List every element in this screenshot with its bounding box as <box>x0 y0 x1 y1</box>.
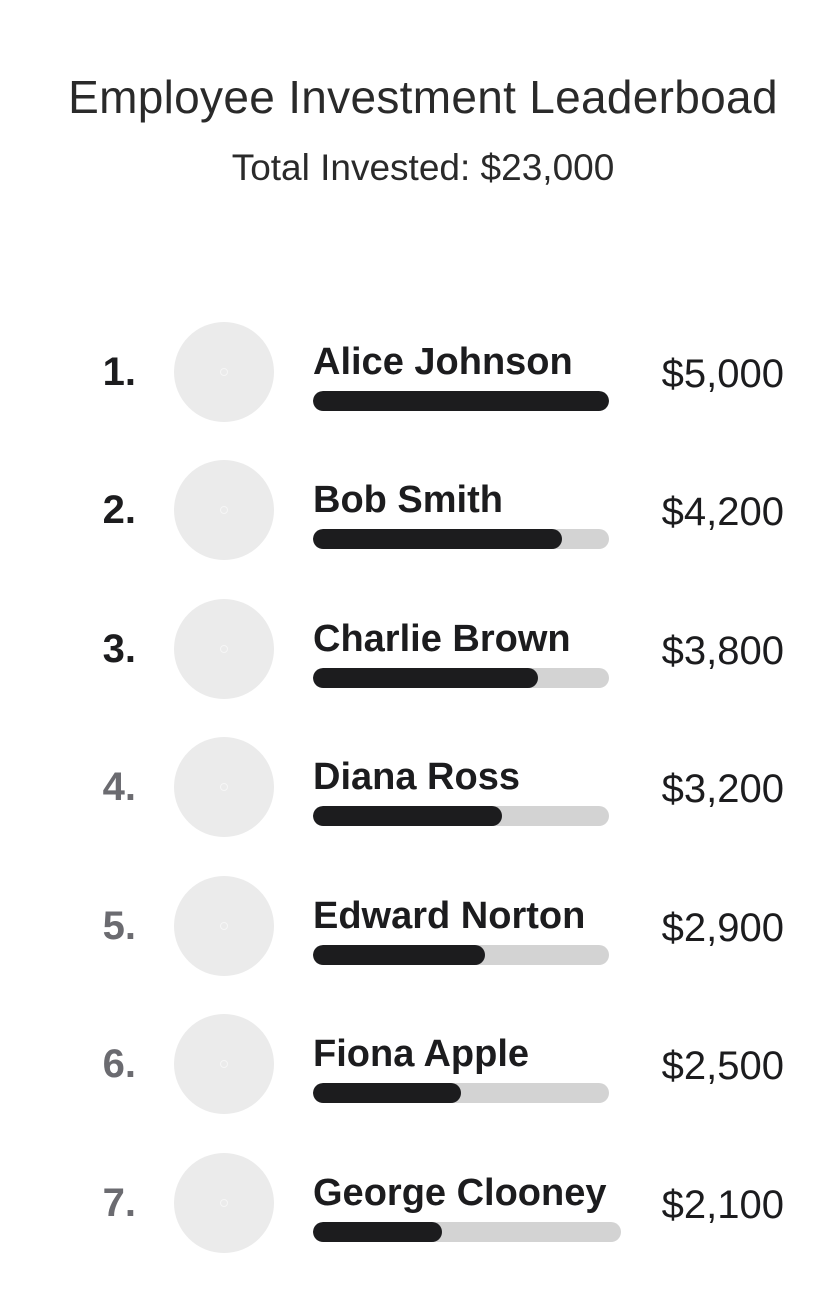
employee-name: Edward Norton <box>313 895 586 937</box>
leaderboard-row: 1. Alice Johnson $5,000 <box>0 322 840 442</box>
avatar <box>174 322 274 422</box>
avatar <box>174 599 274 699</box>
investment-progress-fill <box>313 806 502 826</box>
investment-amount: $5,000 <box>661 352 784 396</box>
avatar-placeholder-icon <box>220 1199 228 1207</box>
rank-number: 4. <box>102 765 136 809</box>
avatar <box>174 737 274 837</box>
employee-name: George Clooney <box>313 1172 607 1214</box>
leaderboard-row: 5. Edward Norton $2,900 <box>0 876 840 996</box>
avatar <box>174 1014 274 1114</box>
investment-progress-fill <box>313 529 562 549</box>
leaderboard-row: 4. Diana Ross $3,200 <box>0 737 840 857</box>
avatar <box>174 876 274 976</box>
investment-amount: $3,200 <box>661 767 784 811</box>
avatar-placeholder-icon <box>220 506 228 514</box>
avatar <box>174 1153 274 1253</box>
leaderboard-row: 3. Charlie Brown $3,800 <box>0 599 840 719</box>
investment-amount: $4,200 <box>661 490 784 534</box>
employee-name: Fiona Apple <box>313 1033 530 1075</box>
investment-amount: $3,800 <box>661 629 784 673</box>
investment-amount: $2,500 <box>661 1044 784 1088</box>
avatar-placeholder-icon <box>220 368 228 376</box>
employee-name: Charlie Brown <box>313 618 571 660</box>
leaderboard-row: 7. George Clooney $2,100 <box>0 1153 840 1273</box>
investment-progress-fill <box>313 945 485 965</box>
page-title: Employee Investment Leaderboad <box>68 71 778 123</box>
total-invested-label: Total Invested: $23,000 <box>231 147 615 188</box>
employee-name: Diana Ross <box>313 756 520 798</box>
avatar <box>174 460 274 560</box>
rank-number: 6. <box>102 1042 136 1086</box>
rank-number: 7. <box>102 1181 136 1225</box>
investment-progress-track <box>313 1083 609 1103</box>
investment-progress-track <box>313 1222 621 1242</box>
investment-progress-track <box>313 668 609 688</box>
avatar-placeholder-icon <box>220 922 228 930</box>
rank-number: 1. <box>102 350 136 394</box>
investment-amount: $2,900 <box>661 906 784 950</box>
investment-progress-track <box>313 391 609 411</box>
investment-progress-fill <box>313 1083 461 1103</box>
investment-progress-fill <box>313 1222 442 1242</box>
leaderboard-row: 6. Fiona Apple $2,500 <box>0 1014 840 1134</box>
rank-number: 2. <box>102 488 136 532</box>
investment-progress-track <box>313 945 609 965</box>
avatar-placeholder-icon <box>220 783 228 791</box>
investment-progress-track <box>313 806 609 826</box>
avatar-placeholder-icon <box>220 645 228 653</box>
investment-progress-fill <box>313 391 609 411</box>
leaderboard-row: 2. Bob Smith $4,200 <box>0 460 840 580</box>
rank-number: 3. <box>102 627 136 671</box>
avatar-placeholder-icon <box>220 1060 228 1068</box>
investment-progress-fill <box>313 668 538 688</box>
employee-name: Alice Johnson <box>313 341 573 383</box>
rank-number: 5. <box>102 904 136 948</box>
investment-progress-track <box>313 529 609 549</box>
employee-name: Bob Smith <box>313 479 503 521</box>
investment-amount: $2,100 <box>661 1183 784 1227</box>
